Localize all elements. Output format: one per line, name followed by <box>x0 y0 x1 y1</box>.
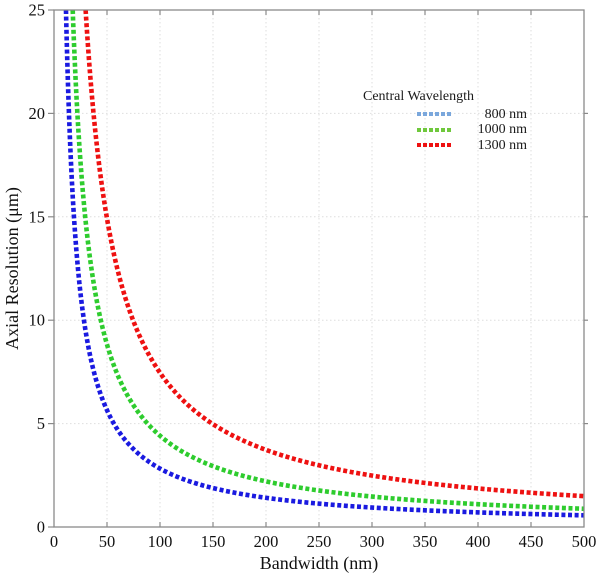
y-tick-label: 0 <box>37 518 45 537</box>
legend-item: 1000 nm <box>417 122 528 138</box>
legend-item: 1300 nm <box>417 138 528 154</box>
y-tick-label: 15 <box>29 207 46 226</box>
legend-label: 1000 nm <box>477 122 527 137</box>
legend-title: Central Wavelength <box>363 89 474 104</box>
legend-swatch-1300nm <box>417 143 453 148</box>
x-tick-label: 0 <box>50 532 58 551</box>
legend-swatch-1000nm <box>417 127 453 132</box>
x-tick-label: 250 <box>307 532 332 551</box>
x-tick-label: 400 <box>466 532 491 551</box>
x-tick-label: 200 <box>254 532 279 551</box>
y-axis-title: Axial Resolution (μm) <box>2 187 23 350</box>
legend-item: 800 nm <box>417 107 528 123</box>
curve-1300nm <box>83 9 585 499</box>
legend: Central Wavelength 800 nm 1000 nm 1300 nm <box>363 89 528 153</box>
x-axis-title: Bandwidth (nm) <box>260 553 379 574</box>
legend-label: 800 nm <box>484 106 527 122</box>
curve-800nm <box>63 9 585 518</box>
y-tick-label: 25 <box>29 1 46 20</box>
x-tick-label: 150 <box>201 532 226 551</box>
x-tick-label: 100 <box>148 532 173 551</box>
y-tick-label: 20 <box>29 104 46 123</box>
x-tick-label: 500 <box>572 532 597 551</box>
legend-swatch-800nm <box>417 112 453 117</box>
y-tick-label: 5 <box>37 414 45 433</box>
x-tick-label: 350 <box>413 532 438 551</box>
x-tick-label: 50 <box>99 532 116 551</box>
x-tick-label: 450 <box>519 532 544 551</box>
y-tick-label: 10 <box>29 311 46 330</box>
x-tick-label: 300 <box>360 532 385 551</box>
legend-label: 1300 nm <box>477 137 527 153</box>
curve-1000nm <box>70 9 585 512</box>
